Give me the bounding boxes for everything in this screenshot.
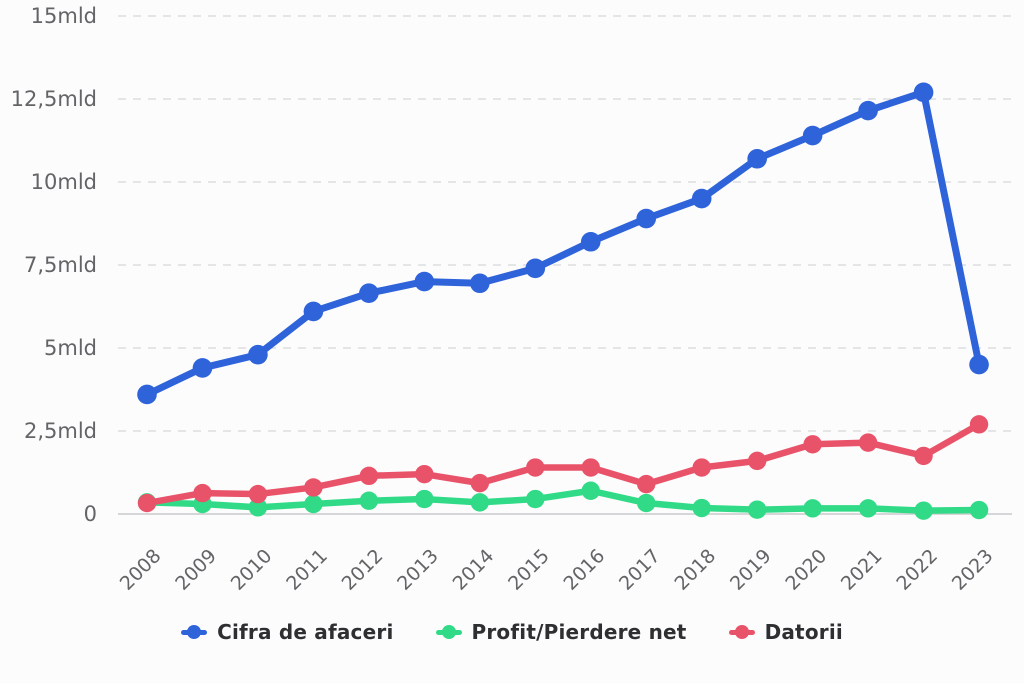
data-point-0-2009[interactable] [192, 358, 213, 378]
data-point-2-2020[interactable] [803, 435, 822, 454]
data-point-1-2023[interactable] [969, 500, 989, 520]
data-point-1-2019[interactable] [747, 500, 767, 519]
data-point-0-2012[interactable] [359, 283, 379, 304]
data-point-2-2016[interactable] [581, 458, 600, 477]
data-point-2-2022[interactable] [914, 446, 933, 466]
x-tick-label: 2020 [781, 545, 831, 595]
data-point-1-2022[interactable] [914, 501, 933, 520]
legend-item-datorii[interactable]: Datorii [728, 620, 843, 644]
x-tick-label: 2019 [726, 545, 776, 595]
data-point-0-2021[interactable] [858, 100, 878, 121]
x-tick-label: 2023 [948, 545, 998, 595]
data-point-1-2012[interactable] [359, 491, 379, 510]
y-tick-label: 5mld [44, 336, 97, 360]
x-tick-label: 2014 [449, 545, 499, 595]
data-point-2-2014[interactable] [470, 473, 490, 493]
y-tick-label: 0 [84, 502, 97, 526]
x-tick-label: 2010 [227, 545, 277, 595]
x-tick-label: 2017 [615, 545, 665, 595]
x-tick-label: 2016 [560, 545, 610, 595]
data-point-0-2014[interactable] [470, 273, 490, 294]
series-line-1 [143, 487, 983, 514]
legend: Cifra de afaceri Profit/Pierdere net Dat… [0, 620, 1024, 644]
legend-label: Datorii [764, 620, 843, 644]
data-point-0-2008[interactable] [137, 384, 157, 405]
data-point-1-2021[interactable] [858, 499, 878, 518]
data-point-2-2009[interactable] [193, 483, 212, 503]
data-point-2-2012[interactable] [359, 466, 379, 486]
x-tick-label: 2009 [171, 545, 221, 595]
data-point-1-2013[interactable] [415, 489, 434, 509]
legend-label: Profit/Pierdere net [471, 620, 687, 644]
data-point-2-2015[interactable] [526, 458, 545, 477]
x-tick-label: 2008 [116, 545, 166, 595]
data-point-0-2018[interactable] [691, 188, 712, 209]
y-tick-label: 10mld [31, 170, 97, 194]
y-tick-label: 12,5mld [11, 87, 97, 111]
legend-label: Cifra de afaceri [217, 620, 394, 644]
series-line-2 [143, 421, 983, 507]
data-point-0-2019[interactable] [747, 148, 767, 169]
legend-item-cifra-de-afaceri[interactable]: Cifra de afaceri [181, 620, 393, 644]
data-point-0-2020[interactable] [802, 125, 823, 146]
data-point-1-2020[interactable] [803, 499, 822, 518]
data-point-2-2019[interactable] [747, 451, 767, 471]
x-tick-label: 2013 [393, 545, 443, 595]
data-point-2-2023[interactable] [969, 415, 989, 434]
x-tick-label: 2021 [837, 545, 887, 595]
data-point-2-2021[interactable] [858, 433, 878, 452]
data-point-1-2014[interactable] [470, 493, 490, 512]
data-point-2-2008[interactable] [137, 493, 157, 513]
y-tick-label: 15mld [31, 4, 97, 28]
data-point-0-2017[interactable] [636, 208, 657, 229]
data-point-0-2023[interactable] [969, 354, 989, 375]
legend-marker-red-icon [728, 625, 755, 640]
data-point-1-2015[interactable] [526, 489, 545, 509]
x-tick-label: 2012 [338, 545, 388, 595]
data-point-2-2018[interactable] [692, 458, 711, 477]
data-point-1-2010[interactable] [248, 498, 268, 517]
data-point-2-2013[interactable] [415, 464, 434, 484]
data-point-1-2011[interactable] [304, 494, 323, 514]
legend-marker-green-icon [435, 625, 462, 640]
data-point-2-2017[interactable] [637, 474, 656, 494]
data-point-1-2017[interactable] [637, 493, 656, 513]
legend-marker-blue-icon [181, 625, 208, 640]
x-tick-label: 2015 [504, 545, 554, 595]
data-point-0-2022[interactable] [913, 82, 934, 103]
data-point-2-2010[interactable] [248, 484, 268, 504]
x-tick-label: 2011 [282, 545, 332, 595]
y-tick-label: 7,5mld [24, 253, 97, 277]
x-tick-label: 2022 [892, 545, 942, 595]
data-point-0-2010[interactable] [248, 344, 268, 365]
series-line-0 [143, 88, 983, 398]
data-point-2-2011[interactable] [304, 478, 323, 497]
data-point-1-2016[interactable] [581, 481, 600, 500]
data-point-0-2016[interactable] [580, 231, 601, 252]
x-tick-label: 2018 [670, 545, 720, 595]
legend-item-profit-pierdere-net[interactable]: Profit/Pierdere net [435, 620, 687, 644]
data-point-0-2015[interactable] [525, 258, 546, 279]
data-point-0-2013[interactable] [414, 271, 435, 292]
data-point-1-2018[interactable] [692, 498, 711, 518]
y-tick-label: 2,5mld [24, 419, 97, 443]
data-point-0-2011[interactable] [303, 301, 324, 322]
